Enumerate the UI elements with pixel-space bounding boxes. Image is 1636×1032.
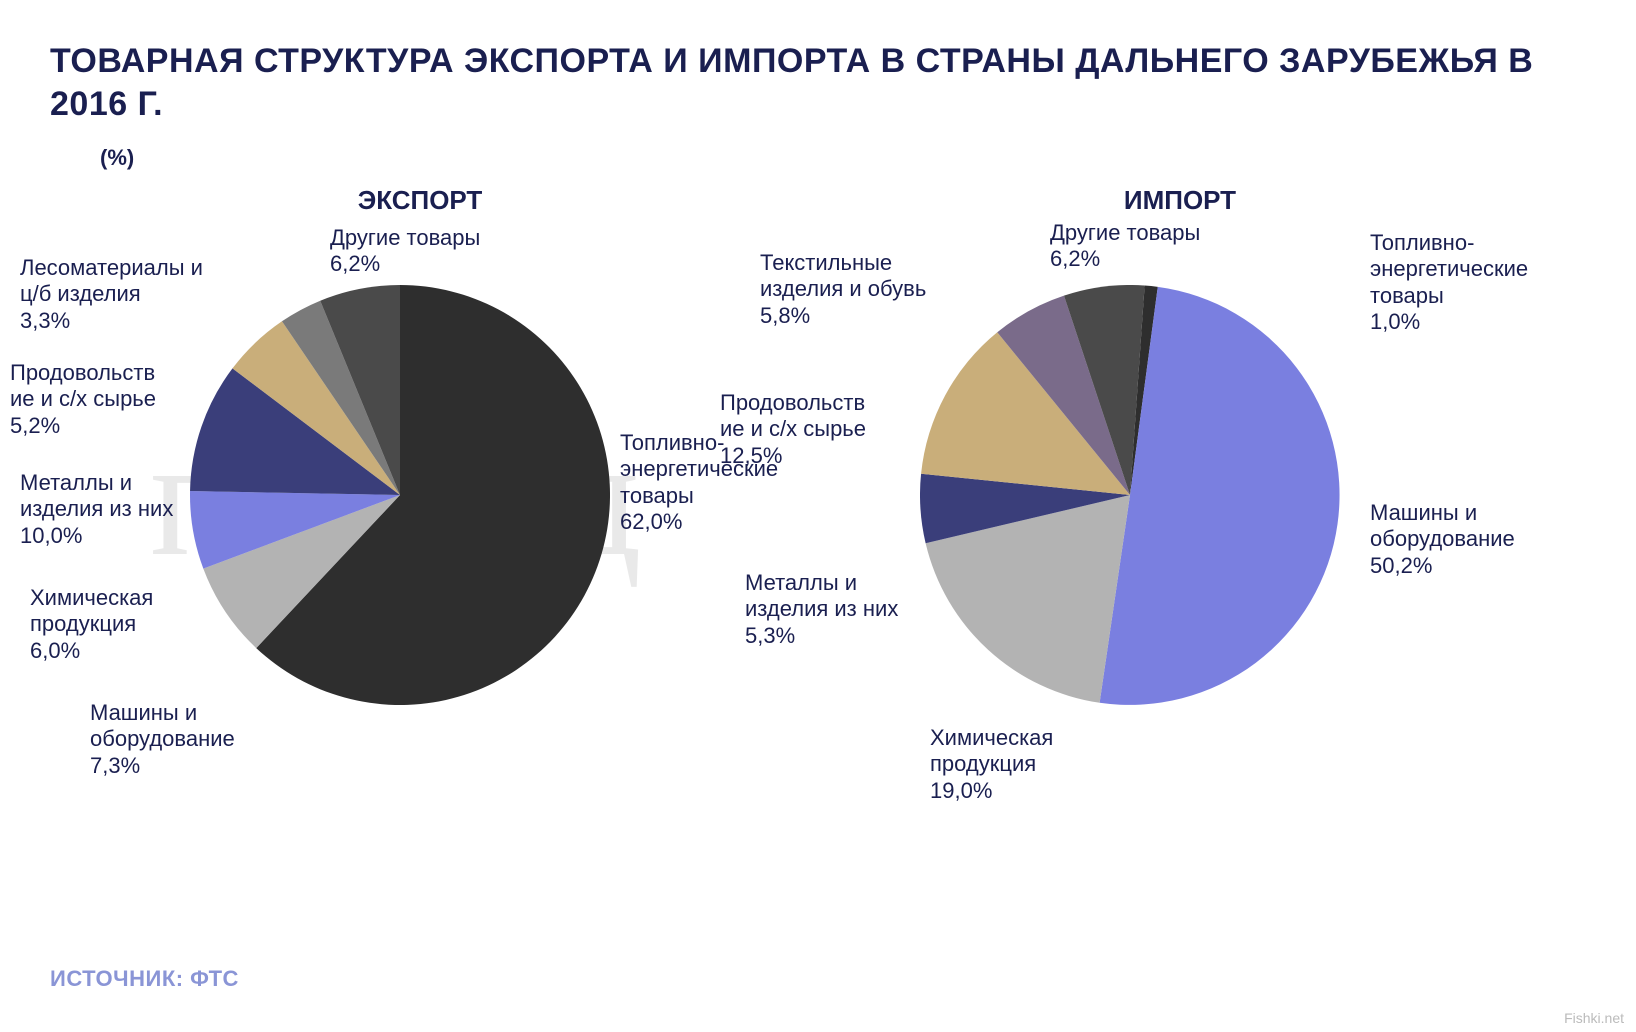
import-label-4: Продовольств ие и с/х сырье 12,5% [720, 390, 866, 469]
page-root: ТОВАРНАЯ СТРУКТУРА ЭКСПОРТА И ИМПОРТА В … [0, 0, 1636, 1032]
export-pie-chart [190, 285, 610, 705]
page-title: ТОВАРНАЯ СТРУКТУРА ЭКСПОРТА И ИМПОРТА В … [50, 40, 1550, 125]
import-label-6: Другие товары 6,2% [1050, 220, 1200, 273]
export-label-1: Машины и оборудование 7,3% [90, 700, 235, 779]
import-label-3: Металлы и изделия из них 5,3% [745, 570, 898, 649]
export-label-6: Другие товары 6,2% [330, 225, 480, 278]
import-label-2: Химическая продукция 19,0% [930, 725, 1053, 804]
footer-mark: Fishki.net [1564, 1010, 1624, 1026]
import-label-5: Текстильные изделия и обувь 5,8% [760, 250, 926, 329]
export-label-4: Продовольств ие и с/х сырье 5,2% [10, 360, 156, 439]
import-label-0: Топливно- энергетические товары 1,0% [1370, 230, 1528, 336]
import-label-1: Машины и оборудование 50,2% [1370, 500, 1515, 579]
source-label: ИСТОЧНИК: ФТС [50, 966, 239, 992]
export-label-3: Металлы и изделия из них 10,0% [20, 470, 173, 549]
import-chart-title: ИМПОРТ [1080, 185, 1280, 216]
export-chart-title: ЭКСПОРТ [320, 185, 520, 216]
export-label-5: Лесоматериалы и ц/б изделия 3,3% [20, 255, 203, 334]
unit-label: (%) [100, 145, 134, 171]
export-label-2: Химическая продукция 6,0% [30, 585, 153, 664]
import-pie-chart [920, 285, 1340, 705]
